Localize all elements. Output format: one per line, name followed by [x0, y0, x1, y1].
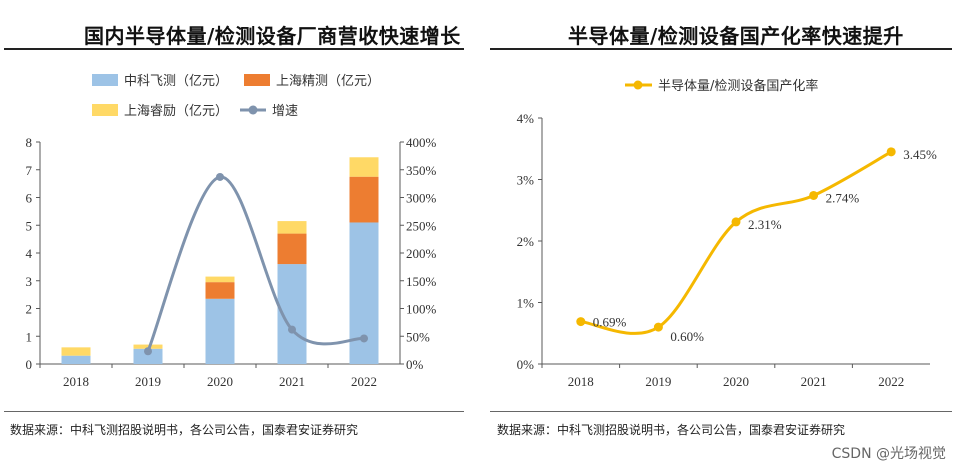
bar-series-c	[133, 344, 163, 349]
localization-chart: 半导体量/检测设备国产化率 0% 1% 2% 3% 4% 2018 2019 2020 2021 2…	[517, 78, 937, 389]
y-tick-left-label: 3	[26, 274, 33, 289]
legend-item-series-a-label: 中科飞测（亿元）	[124, 74, 228, 89]
left-panel-title: 国内半导体量/检测设备厂商营收快速增长	[84, 24, 461, 48]
legend-item-series-b-swatch	[244, 74, 270, 86]
chart-legend: 中科飞测（亿元） 上海精测（亿元） 上海睿励（亿元） 增速	[92, 74, 380, 119]
x-tick-label: 2018	[63, 374, 89, 389]
bar-series-c	[349, 157, 379, 177]
y-tick-left-label: 6	[26, 191, 33, 206]
watermark: CSDN @光场视觉	[831, 446, 946, 462]
left-footer-rule	[4, 411, 464, 412]
y-tick-label: 0%	[517, 357, 535, 372]
bar-series-b	[277, 233, 307, 265]
legend-item-series-c-swatch	[92, 104, 118, 116]
y-tick-left-label: 4	[26, 246, 33, 261]
growth-point	[360, 334, 368, 343]
legend-item-series-a-swatch	[92, 74, 118, 86]
y-tick-label: 1%	[517, 296, 535, 311]
data-label: 0.69%	[593, 315, 627, 330]
right-title-rule	[490, 48, 952, 50]
bar-series-b	[205, 282, 235, 299]
legend-item-series-b-label: 上海精测（亿元）	[276, 74, 380, 89]
y-tick-right-label: 400%	[406, 135, 437, 150]
x-tick-label: 2019	[135, 374, 161, 389]
bar-series-c	[61, 347, 91, 356]
x-tick-label: 2022	[351, 374, 377, 389]
bar-series-a	[61, 355, 91, 364]
x-tick-label: 2019	[645, 374, 671, 389]
y-tick-right-label: 250%	[406, 218, 437, 233]
localization-point	[809, 190, 819, 200]
bar-series-c	[205, 276, 235, 283]
bar-series-a	[133, 348, 163, 364]
y-tick-left-label: 0	[26, 357, 33, 372]
bar-series-c	[277, 221, 307, 234]
y-tick-label: 4%	[517, 111, 535, 126]
x-tick-label: 2021	[801, 374, 827, 389]
legend-label: 半导体量/检测设备国产化率	[658, 78, 818, 94]
x-tick-label: 2022	[878, 374, 904, 389]
y-tick-left-label: 7	[26, 163, 33, 178]
y-tick-right-label: 0%	[406, 357, 424, 372]
y-tick-right-label: 50%	[406, 329, 430, 344]
y-tick-right-label: 100%	[406, 302, 437, 317]
right-panel-title: 半导体量/检测设备国产化率快速提升	[568, 24, 904, 48]
bar-series-a	[349, 222, 379, 364]
bar-series-b	[349, 176, 379, 223]
data-label: 3.45%	[903, 147, 937, 162]
x-tick-label: 2018	[568, 374, 594, 389]
legend-item-series-c-label: 上海睿励（亿元）	[124, 104, 228, 119]
left-source-note: 数据来源：中科飞测招股说明书，各公司公告，国泰君安证券研究	[10, 423, 359, 437]
y-tick-left-label: 1	[26, 329, 33, 344]
y-tick-left-label: 2	[26, 302, 33, 317]
y-tick-right-label: 150%	[406, 274, 437, 289]
y-tick-label: 3%	[517, 173, 535, 188]
bar-series-a	[205, 298, 235, 364]
localization-point	[653, 322, 663, 332]
legend-item-growth-marker	[248, 105, 258, 115]
data-label: 2.31%	[748, 217, 782, 232]
y-tick-right-label: 200%	[406, 246, 437, 261]
x-tick-label: 2020	[723, 374, 749, 389]
right-footer-rule	[490, 411, 952, 412]
x-tick-label: 2020	[207, 374, 233, 389]
legend-marker	[633, 80, 643, 90]
y-tick-left-label: 5	[26, 218, 33, 233]
data-label: 0.60%	[670, 329, 704, 344]
x-tick-label: 2021	[279, 374, 305, 389]
y-tick-label: 2%	[517, 234, 535, 249]
growth-point	[288, 325, 296, 334]
localization-point	[886, 147, 896, 157]
revenue-chart: 中科飞测（亿元） 上海精测（亿元） 上海睿励（亿元） 增速 0 1 2 3 4 5 6 7 8 0% 50%…	[26, 74, 437, 389]
legend-item-growth-label: 增速	[272, 104, 298, 119]
y-tick-right-label: 300%	[406, 191, 437, 206]
growth-point	[216, 172, 224, 181]
localization-line	[580, 150, 892, 335]
localization-point	[576, 317, 586, 327]
right-source-note: 数据来源：中科飞测招股说明书，各公司公告，国泰君安证券研究	[497, 423, 846, 437]
growth-line	[146, 175, 365, 352]
y-tick-right-label: 350%	[406, 163, 437, 178]
left-title-rule	[4, 48, 464, 50]
growth-point	[144, 347, 152, 356]
y-tick-left-label: 8	[26, 135, 33, 150]
localization-point	[731, 217, 741, 227]
data-label: 2.74%	[826, 190, 860, 205]
